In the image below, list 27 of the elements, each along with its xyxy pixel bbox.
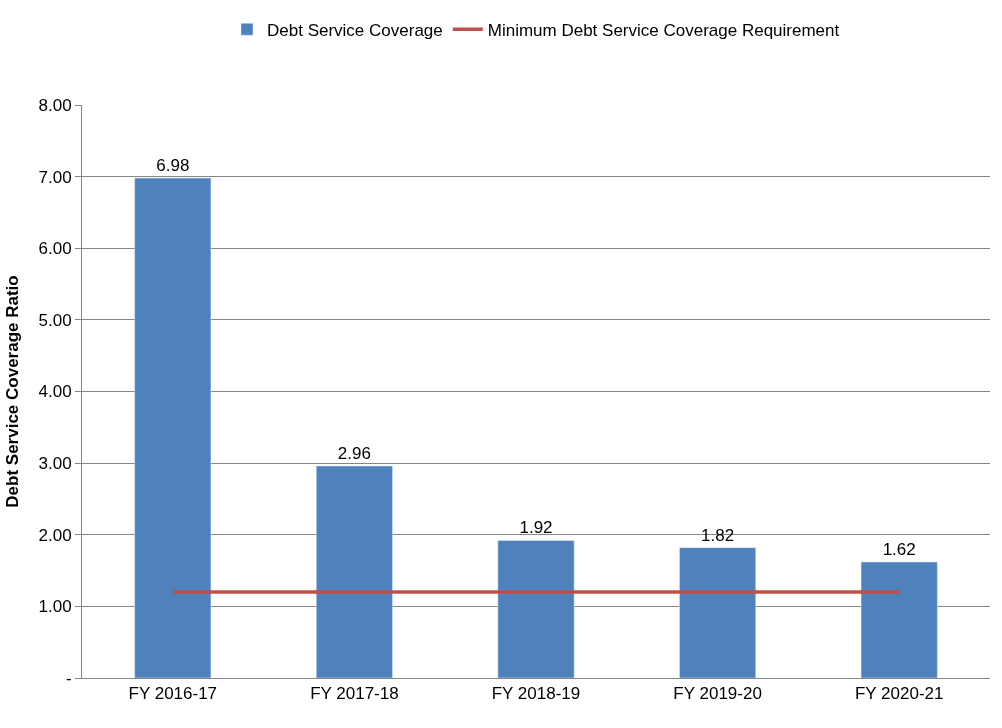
y-tick-label: 3.00 bbox=[38, 454, 72, 474]
data-label: 6.98 bbox=[156, 156, 190, 176]
x-tick-label: FY 2016-17 bbox=[128, 684, 218, 704]
y-tick-label: 5.00 bbox=[38, 310, 72, 330]
y-tick-label: 1.00 bbox=[38, 597, 72, 617]
y-tick-label: - bbox=[65, 668, 72, 688]
x-tick-label: FY 2018-19 bbox=[491, 684, 581, 704]
y-tick-label: 2.00 bbox=[38, 525, 72, 545]
y-tick-label: 7.00 bbox=[38, 167, 72, 187]
x-tick-label: FY 2020-21 bbox=[854, 684, 944, 704]
bar bbox=[316, 465, 393, 678]
x-tick-label: FY 2019-20 bbox=[673, 684, 762, 704]
data-label: 1.62 bbox=[882, 539, 916, 559]
legend-label: Debt Service Coverage bbox=[267, 20, 443, 40]
bar bbox=[679, 547, 756, 678]
legend-label: Minimum Debt Service Coverage Requirement bbox=[487, 20, 840, 40]
bar bbox=[134, 177, 212, 678]
data-label: 1.82 bbox=[701, 525, 735, 545]
y-tick-label: 6.00 bbox=[38, 239, 72, 259]
data-label: 2.96 bbox=[337, 443, 371, 463]
x-tick-label: FY 2017-18 bbox=[310, 684, 399, 704]
bar bbox=[497, 540, 575, 678]
y-tick-label: 4.00 bbox=[38, 382, 72, 402]
y-axis-title: Debt Service Coverage Ratio bbox=[3, 275, 23, 508]
y-tick-label: 8.00 bbox=[38, 95, 72, 115]
bar bbox=[860, 561, 938, 678]
data-label: 1.92 bbox=[519, 518, 553, 538]
